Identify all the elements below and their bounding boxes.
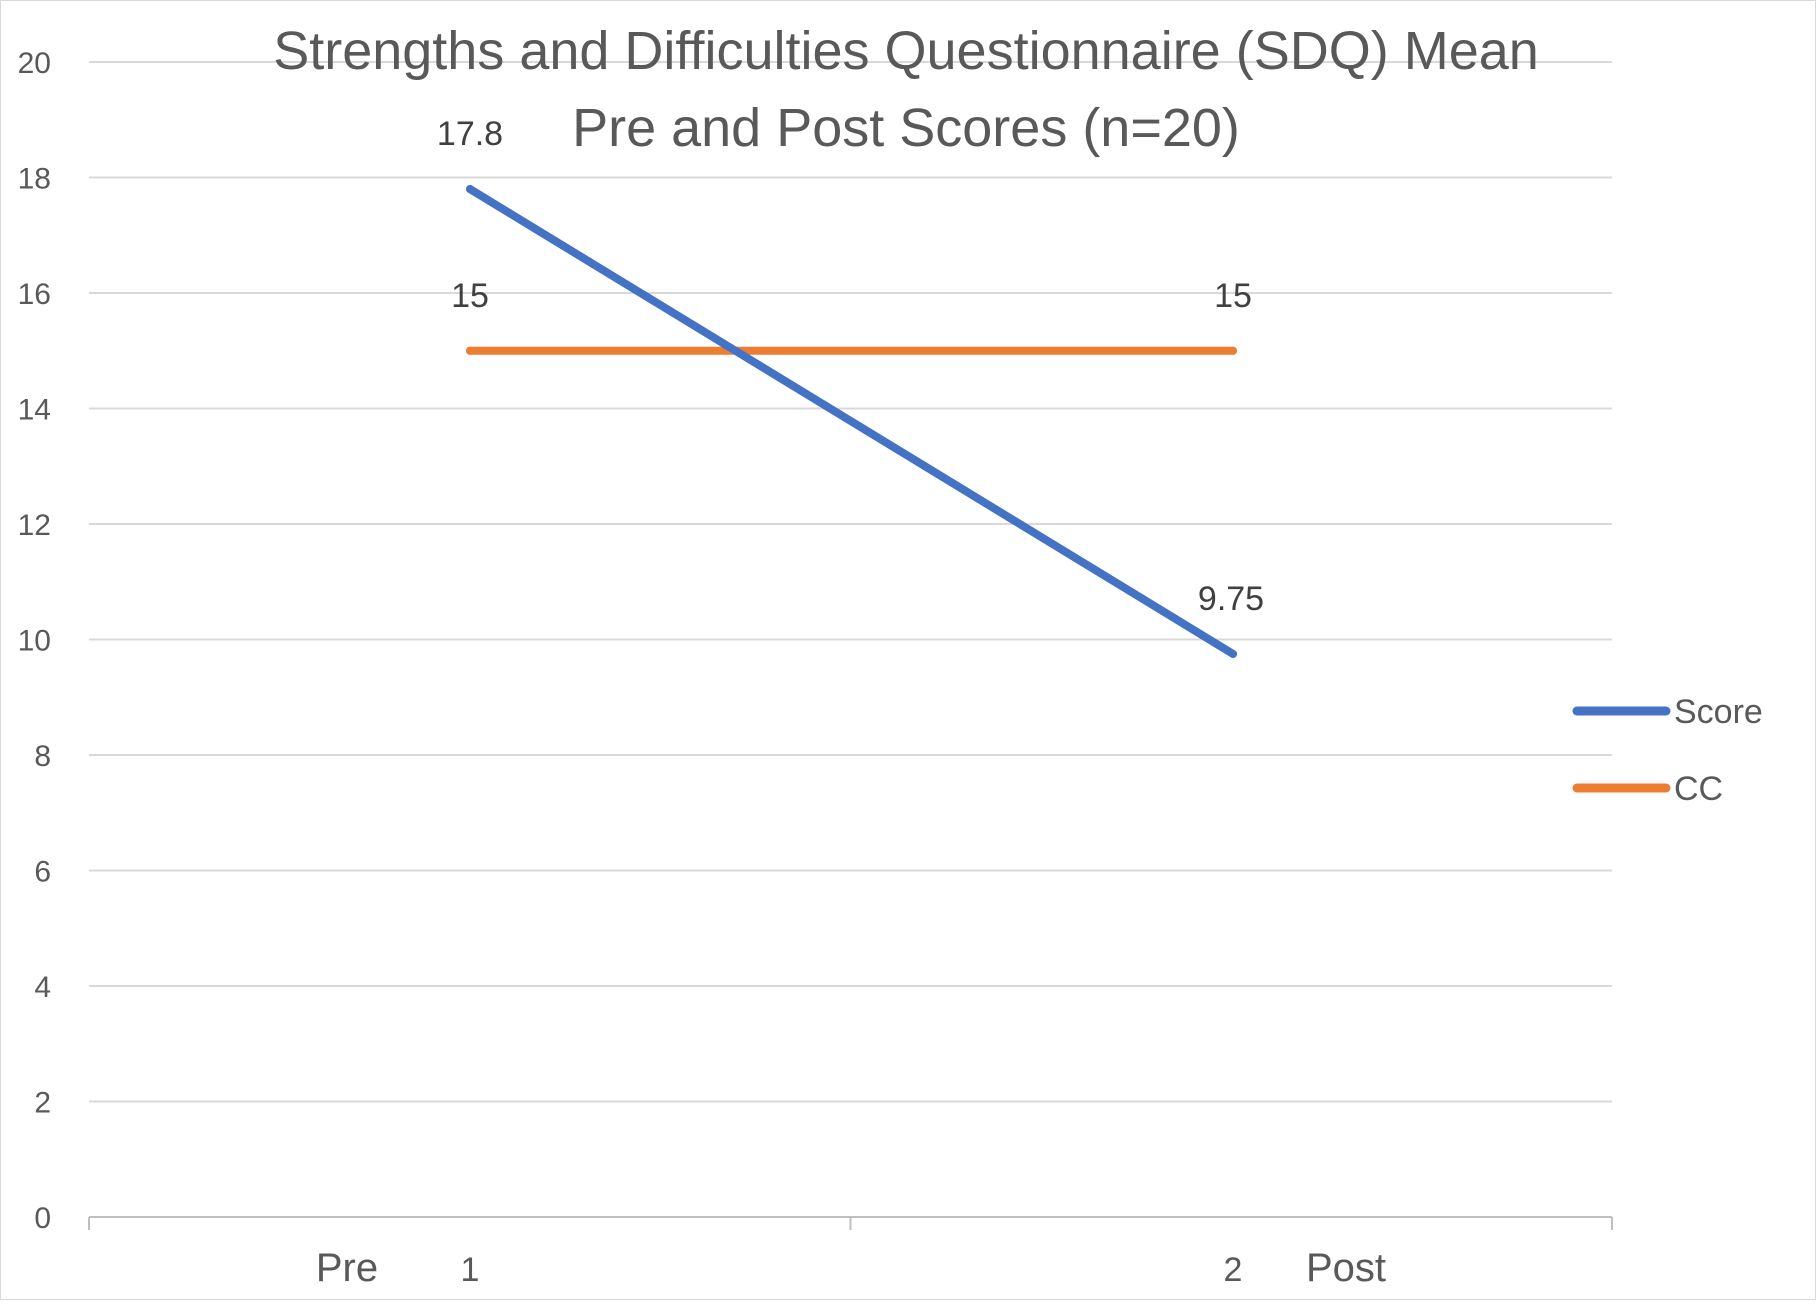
x-axis-tick-labels: 1 2 Pre Post [316,1246,1386,1290]
y-tick-label-18: 18 [18,163,51,196]
chart-title: Strengths and Difficulties Questionnaire… [273,21,1539,158]
x-tick-label-1: 1 [461,1251,480,1289]
x-annotation-pre: Pre [316,1246,378,1290]
y-tick-label-16: 16 [18,278,51,311]
chart-title-line-2: Pre and Post Scores (n=20) [572,98,1240,158]
y-tick-label-4: 4 [34,971,51,1004]
data-label-cc-2: 15 [1214,277,1252,315]
y-tick-label-10: 10 [18,625,51,658]
y-tick-label-2: 2 [34,1087,51,1120]
legend-label-score: Score [1674,693,1763,731]
y-axis-tick-labels: 0 2 4 6 8 10 12 14 16 18 20 [18,47,51,1235]
data-point-cc-1 [466,346,474,355]
y-tick-label-12: 12 [18,509,51,542]
data-label-cc-1: 15 [451,277,489,315]
y-tick-label-20: 20 [18,47,51,80]
y-tick-label-14: 14 [18,394,51,427]
data-label-score-2: 9.75 [1198,580,1264,618]
chart-title-line-1: Strengths and Difficulties Questionnaire… [273,21,1539,81]
data-point-cc-2 [1229,346,1237,355]
data-labels: 17.8 9.75 15 15 [437,115,1264,618]
data-point-score-1 [466,185,474,194]
data-label-score-1: 17.8 [437,115,503,153]
x-axis [88,1216,1613,1230]
legend-label-cc: CC [1674,770,1723,808]
x-tick-label-2: 2 [1224,1251,1243,1289]
series-line-score [466,185,1237,658]
y-tick-label-0: 0 [34,1202,51,1235]
y-tick-label-6: 6 [34,856,51,889]
y-tick-label-8: 8 [34,740,51,773]
data-point-score-2 [1229,649,1237,658]
series-lines [466,185,1237,658]
x-annotation-post: Post [1306,1246,1386,1290]
legend: Score CC [1572,693,1763,808]
grid-lines [89,61,1612,1103]
